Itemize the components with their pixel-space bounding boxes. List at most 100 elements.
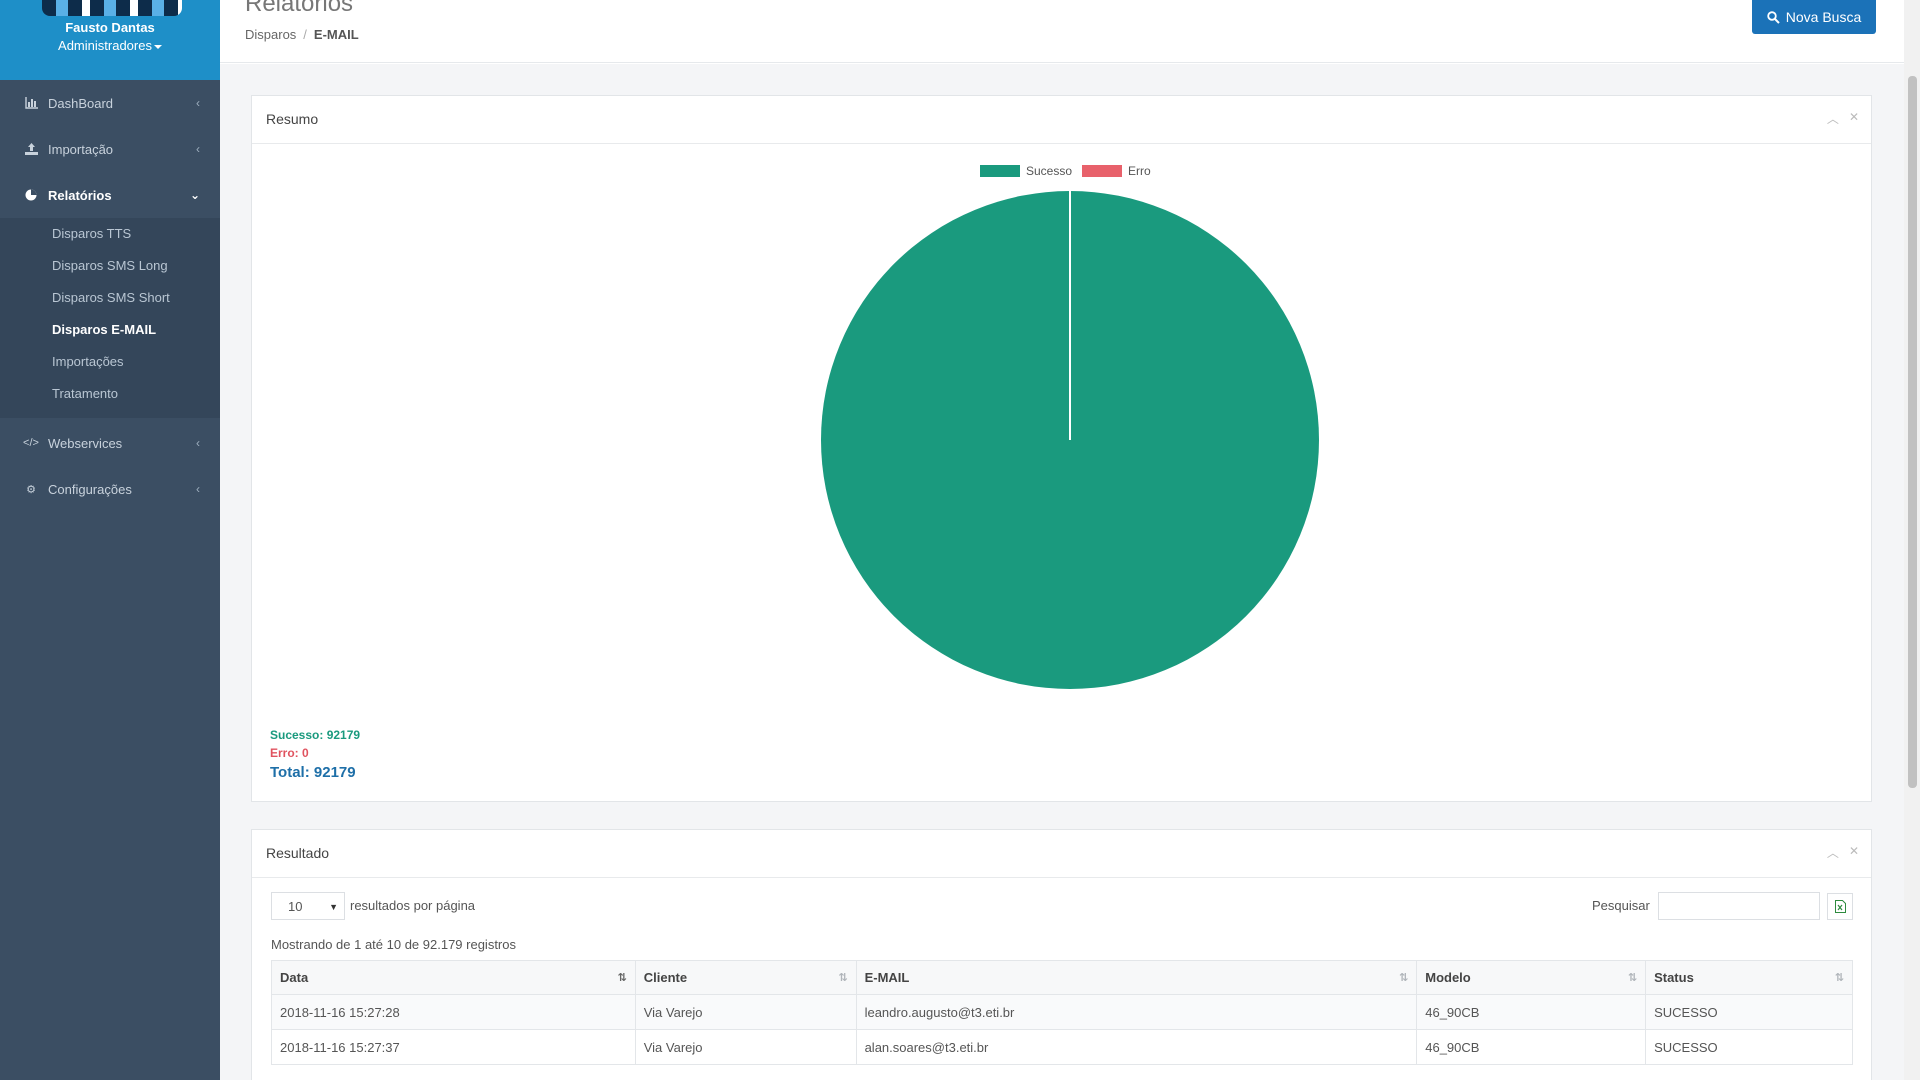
table-info: Mostrando de 1 até 10 de 92.179 registro… xyxy=(271,937,516,952)
summary-error: Erro: 0 xyxy=(270,746,309,760)
collapse-icon[interactable]: ︿ xyxy=(1826,846,1839,860)
page-length-value: 10 xyxy=(288,898,303,914)
cell-email: leandro.augusto@t3.eti.br xyxy=(855,994,1418,1030)
close-icon[interactable]: ✕ xyxy=(1848,110,1859,124)
legend-label: Sucesso xyxy=(1026,164,1073,178)
sort-icon: ⇅ xyxy=(1627,972,1638,984)
results-panel-header: Resultado ︿ ✕ xyxy=(252,830,1871,878)
cell-data: 2018-11-16 15:27:37 xyxy=(271,1029,636,1065)
summary-total: Total: 92179 xyxy=(270,764,356,781)
avatar xyxy=(42,0,182,16)
sidebar-item-configuracoes[interactable]: ⚙ Configurações ‹ xyxy=(0,469,220,509)
caret-down-icon xyxy=(153,44,162,49)
sidebar-item-webservices[interactable]: </> Webservices ‹ xyxy=(0,423,220,463)
page-header: Relatórios Disparos / E-MAIL Nova Busca xyxy=(220,0,1904,63)
sidebar-item-importacao[interactable]: Importação ‹ xyxy=(0,129,220,169)
legend-swatch-erro xyxy=(1082,165,1123,177)
column-header-label: Modelo xyxy=(1425,970,1471,985)
user-name: Fausto Dantas xyxy=(65,20,155,35)
sidebar: Fausto Dantas Administradores DashBoard … xyxy=(0,0,220,1080)
chevron-down-icon: ⌄ xyxy=(189,188,200,202)
pie-chart xyxy=(821,191,1319,689)
code-icon: </> xyxy=(23,437,39,449)
collapse-icon[interactable]: ︿ xyxy=(1826,112,1839,126)
scrollbar-thumb[interactable] xyxy=(1908,76,1917,788)
cell-data: 2018-11-16 15:27:28 xyxy=(271,994,636,1030)
submenu-item-disparos-sms-short[interactable]: Disparos SMS Short xyxy=(52,290,170,305)
new-search-label: Nova Busca xyxy=(1785,9,1862,25)
user-profile: Fausto Dantas Administradores xyxy=(0,0,220,80)
column-header-label: Status xyxy=(1654,970,1694,985)
sort-icon: ⇅ xyxy=(838,972,848,984)
breadcrumb-item-disparos[interactable]: Disparos xyxy=(245,27,297,42)
chevron-down-icon: ▼ xyxy=(329,902,338,912)
sidebar-item-label: Importação xyxy=(48,141,114,157)
bar-chart-icon xyxy=(24,96,38,110)
submenu-item-disparos-sms-long[interactable]: Disparos SMS Long xyxy=(52,258,168,273)
submenu-item-disparos-tts[interactable]: Disparos TTS xyxy=(52,226,132,241)
export-excel-button[interactable] xyxy=(1827,893,1853,920)
close-icon[interactable]: ✕ xyxy=(1848,844,1859,858)
sidebar-item-label: DashBoard xyxy=(48,95,114,111)
sidebar-item-relatorios[interactable]: Relatórios ⌄ xyxy=(0,175,220,215)
sidebar-item-dashboard[interactable]: DashBoard ‹ xyxy=(0,83,220,123)
page-length-label: resultados por página xyxy=(350,898,476,913)
user-role-dropdown[interactable]: Administradores xyxy=(0,38,220,53)
column-header-status[interactable]: Status ⇅ xyxy=(1645,960,1853,995)
sidebar-item-label: Webservices xyxy=(48,435,123,451)
cell-modelo: 46_90CB xyxy=(1416,994,1647,1030)
summary-success: Sucesso: 92179 xyxy=(270,728,361,742)
search-label: Pesquisar xyxy=(1592,898,1650,913)
chevron-left-icon: ‹ xyxy=(196,142,200,156)
cell-modelo: 46_90CB xyxy=(1416,1029,1647,1065)
column-header-label: E-MAIL xyxy=(864,970,910,985)
chart-legend: Sucesso Erro xyxy=(980,164,1161,178)
column-header-cliente[interactable]: Cliente ⇅ xyxy=(634,960,857,995)
user-role-label: Administradores xyxy=(58,38,152,53)
panel-title: Resultado xyxy=(266,845,330,861)
submenu-item-importacoes[interactable]: Importações xyxy=(52,354,124,369)
sort-asc-icon: ⇅ xyxy=(617,972,627,984)
chevron-left-icon: ‹ xyxy=(196,436,200,450)
panel-title: Resumo xyxy=(266,111,319,127)
relatorios-submenu: Disparos TTS Disparos SMS Long Disparos … xyxy=(0,218,220,418)
cell-status: SUCESSO xyxy=(1645,1029,1853,1065)
legend-label: Erro xyxy=(1128,164,1151,178)
column-header-email[interactable]: E-MAIL ⇅ xyxy=(855,960,1418,995)
column-header-label: Data xyxy=(280,970,309,985)
pie-chart-icon xyxy=(24,188,38,202)
results-table: Data ⇅ Cliente ⇅ E-MAIL ⇅ Modelo ⇅ Status ⇅ 2… xyxy=(271,960,1853,1065)
column-header-modelo[interactable]: Modelo ⇅ xyxy=(1416,960,1647,995)
page-scrollbar[interactable] xyxy=(1904,0,1920,1080)
column-header-data[interactable]: Data ⇅ xyxy=(271,960,636,995)
chevron-left-icon: ‹ xyxy=(196,482,200,496)
excel-file-icon xyxy=(1834,900,1846,913)
breadcrumb: Disparos / E-MAIL xyxy=(245,27,359,42)
upload-icon xyxy=(24,142,38,156)
sort-icon: ⇅ xyxy=(1399,972,1409,984)
sidebar-item-label: Configurações xyxy=(48,481,132,497)
cell-email: alan.soares@t3.eti.br xyxy=(855,1029,1418,1065)
submenu-item-disparos-email[interactable]: Disparos E-MAIL xyxy=(52,322,157,337)
legend-item-erro[interactable]: Erro xyxy=(1082,164,1151,178)
page-length-select[interactable]: 10 ▼ xyxy=(271,892,345,920)
cell-status: SUCESSO xyxy=(1645,994,1853,1030)
table-row: 2018-11-16 15:27:37 Via Varejo alan.soar… xyxy=(271,1029,1853,1065)
table-header-row: Data ⇅ Cliente ⇅ E-MAIL ⇅ Modelo ⇅ Status ⇅ xyxy=(271,960,1853,995)
page-title: Relatórios xyxy=(245,0,354,17)
chevron-left-icon: ‹ xyxy=(196,96,200,110)
cell-cliente: Via Varejo xyxy=(634,994,857,1030)
cell-cliente: Via Varejo xyxy=(634,1029,857,1065)
gear-icon: ⚙ xyxy=(26,483,36,496)
search-input[interactable] xyxy=(1658,892,1820,920)
breadcrumb-item-current: E-MAIL xyxy=(313,27,359,42)
new-search-button[interactable]: Nova Busca xyxy=(1752,0,1876,34)
legend-swatch-sucesso xyxy=(980,165,1020,177)
search-icon xyxy=(1767,10,1780,24)
summary-panel-header: Resumo ︿ ✕ xyxy=(252,96,1871,144)
legend-item-sucesso[interactable]: Sucesso xyxy=(980,164,1072,178)
sort-icon: ⇅ xyxy=(1834,972,1844,984)
column-header-label: Cliente xyxy=(643,970,688,985)
submenu-item-tratamento[interactable]: Tratamento xyxy=(52,386,118,401)
table-row: 2018-11-16 15:27:28 Via Varejo leandro.a… xyxy=(271,994,1853,1030)
